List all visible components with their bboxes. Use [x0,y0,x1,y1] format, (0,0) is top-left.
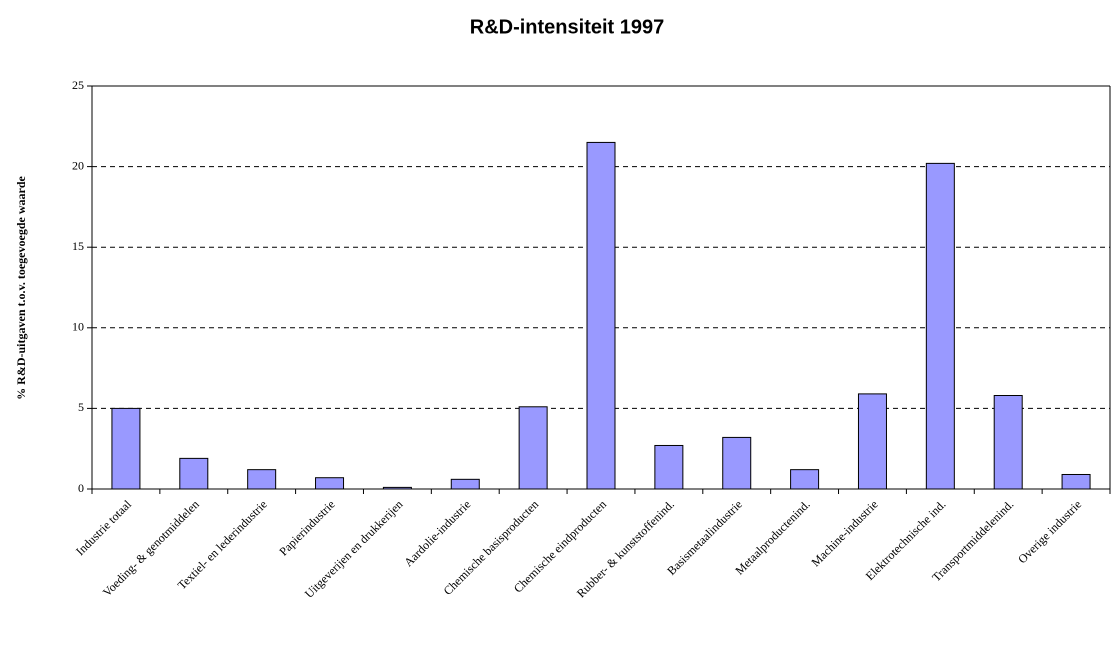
bar [722,436,752,490]
y-tick-label: 15 [72,239,84,253]
bar [857,393,887,490]
x-tick-label: Metaalproductenind. [732,497,812,577]
bar [450,478,480,490]
x-tick-label: Machine-industrie [808,497,880,569]
y-tick-label: 20 [72,158,84,172]
bar [925,162,955,490]
x-tick-label: Aardolie-industrie [401,497,473,569]
bar [315,477,345,490]
bar [111,407,141,490]
x-tick-label: Papierindustrie [276,497,337,558]
bar [790,469,820,490]
y-tick-label: 0 [78,481,84,495]
bar [518,406,548,490]
bar [247,469,277,490]
chart-title: R&D-intensiteit 1997 [470,16,665,38]
bar [586,141,616,490]
y-axis-label: % R&D-uitgaven t.o.v. toegevoegde waarde [14,176,28,400]
x-tick-label: Overige industrie [1015,497,1084,566]
x-tick-label: Industrie totaal [73,497,135,559]
bar [654,444,684,490]
bar [1061,473,1091,490]
bar [993,395,1023,490]
x-tick-label: Basismetaalindustrie [664,497,745,578]
bar [179,457,209,490]
y-tick-label: 25 [72,78,84,92]
y-tick-label: 5 [78,400,84,414]
y-tick-label: 10 [72,320,84,334]
